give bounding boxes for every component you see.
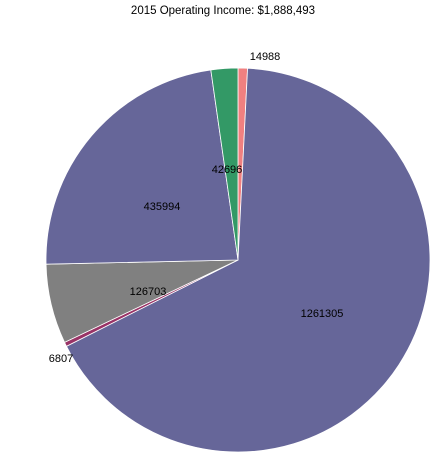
pie-slice-1 <box>65 67 431 453</box>
slice-label-1: 1261305 <box>301 308 344 320</box>
slice-label-5: 42696 <box>212 164 243 176</box>
slice-label-4: 435994 <box>144 201 181 213</box>
pie-slice-5 <box>210 67 239 261</box>
slice-label-2: 6807 <box>49 353 73 365</box>
slice-label-3: 126703 <box>130 286 167 298</box>
pie-labels: 14988 1261305 6807 126703 435994 42696 <box>49 51 344 365</box>
chart-title: 2015 Operating Income: $1,888,493 <box>130 5 316 17</box>
pie-slice-4 <box>45 69 239 265</box>
slice-label-0: 14988 <box>250 51 281 63</box>
pie-slices <box>45 67 431 453</box>
